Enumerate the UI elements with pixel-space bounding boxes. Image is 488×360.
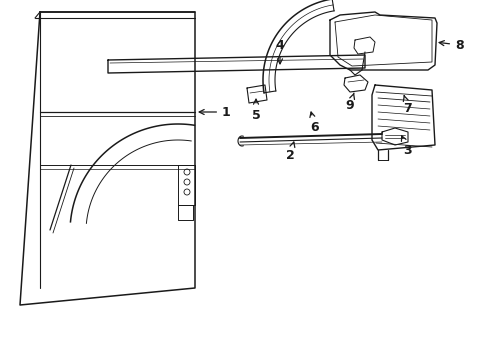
Text: 7: 7 <box>403 96 411 114</box>
Text: 8: 8 <box>438 39 463 51</box>
Text: 2: 2 <box>285 142 294 162</box>
Text: 1: 1 <box>199 105 230 118</box>
Text: 3: 3 <box>401 136 411 157</box>
Text: 4: 4 <box>275 39 284 64</box>
Text: 9: 9 <box>345 93 354 112</box>
Text: 6: 6 <box>309 112 319 134</box>
Text: 5: 5 <box>251 99 260 122</box>
